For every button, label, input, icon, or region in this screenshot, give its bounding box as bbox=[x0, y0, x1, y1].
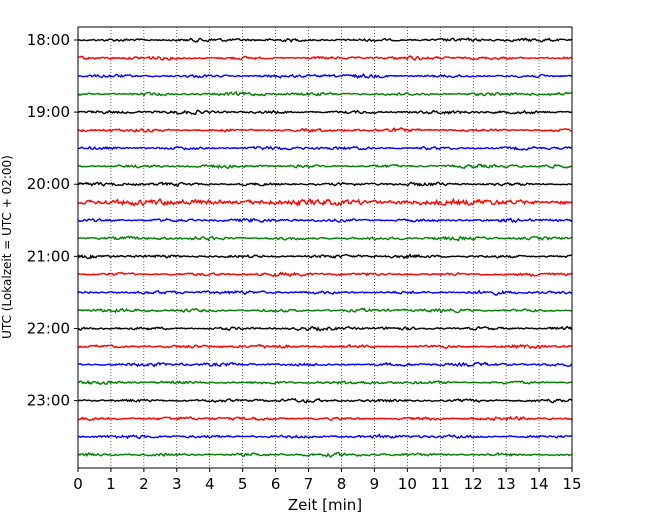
trace-line bbox=[77, 109, 573, 116]
seismic-traces bbox=[77, 37, 573, 458]
x-axis-label: Zeit [min] bbox=[288, 496, 362, 514]
trace-line bbox=[77, 163, 573, 170]
trace-line bbox=[77, 55, 573, 61]
trace-line bbox=[77, 197, 573, 207]
trace-line bbox=[78, 72, 573, 80]
trace-line bbox=[77, 379, 573, 386]
trace-line bbox=[77, 343, 573, 350]
trace-line bbox=[77, 37, 573, 43]
trace-line bbox=[77, 181, 573, 188]
x-tick-label: 4 bbox=[205, 475, 215, 493]
x-tick-label: 14 bbox=[530, 475, 549, 493]
trace-line bbox=[78, 145, 573, 151]
x-tick-label: 1 bbox=[106, 475, 116, 493]
trace-line bbox=[77, 217, 573, 224]
y-tick-label: 22:00 bbox=[27, 319, 70, 337]
x-tick-label: 10 bbox=[398, 475, 417, 493]
y-tick-label: 18:00 bbox=[27, 31, 70, 49]
y-axis-ticks: 18:00 19:00 20:00 21:00 22:00 23:00 bbox=[27, 31, 78, 410]
y-tick-label: 19:00 bbox=[27, 103, 70, 121]
plot-frame bbox=[77, 26, 573, 469]
x-tick-label: 7 bbox=[304, 475, 314, 493]
trace-line bbox=[77, 271, 573, 278]
x-tick-label: 3 bbox=[172, 475, 182, 493]
trace-line bbox=[77, 361, 573, 368]
x-tick-label: 6 bbox=[271, 475, 281, 493]
trace-line bbox=[77, 307, 573, 314]
x-tick-label: 5 bbox=[238, 475, 248, 493]
x-tick-label: 13 bbox=[497, 475, 516, 493]
trace-line bbox=[77, 289, 572, 296]
trace-line bbox=[77, 235, 573, 242]
x-tick-label: 0 bbox=[73, 475, 83, 493]
trace-line bbox=[77, 451, 573, 458]
trace-line bbox=[77, 90, 573, 97]
trace-line bbox=[77, 433, 573, 440]
trace-line bbox=[77, 397, 573, 404]
trace-line bbox=[77, 127, 573, 133]
x-tick-label: 8 bbox=[337, 475, 347, 493]
y-tick-label: 20:00 bbox=[27, 175, 70, 193]
trace-line bbox=[77, 325, 573, 332]
x-tick-label: 2 bbox=[139, 475, 149, 493]
y-tick-label: 23:00 bbox=[27, 392, 70, 410]
x-tick-label: 12 bbox=[464, 475, 483, 493]
y-axis-label: UTC (Lokalzeit = UTC + 02:00) bbox=[0, 155, 14, 339]
x-tick-label: 11 bbox=[431, 475, 450, 493]
y-tick-label: 21:00 bbox=[27, 247, 70, 265]
x-tick-label: 9 bbox=[370, 475, 380, 493]
trace-line bbox=[77, 415, 573, 422]
x-axis-ticks: 0 1 2 3 4 5 6 7 8 9 10 11 12 13 14 15 bbox=[73, 468, 582, 493]
x-tick-label: 15 bbox=[562, 475, 581, 493]
trace-line bbox=[77, 253, 573, 260]
plot-area bbox=[78, 27, 572, 468]
